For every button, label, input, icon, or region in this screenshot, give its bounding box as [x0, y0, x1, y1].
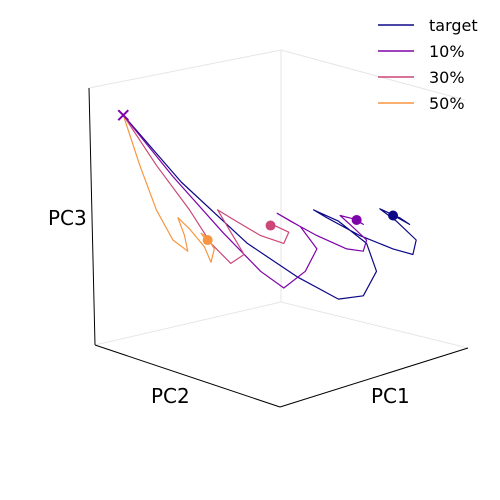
- pane-edge-floor-left: [95, 302, 281, 345]
- series-1: [123, 115, 366, 288]
- legend-label-1: 10%: [429, 42, 465, 61]
- series-3: [123, 115, 214, 262]
- start-x-marker: [118, 110, 128, 120]
- series-end-dot-0: [388, 211, 398, 221]
- series-line-1: [123, 115, 366, 288]
- axes: [89, 88, 468, 407]
- series-end-dot-3: [203, 235, 213, 245]
- x-axis-title: PC1: [371, 384, 410, 408]
- pane-edges: [89, 50, 468, 348]
- pane-edge-top-left: [89, 50, 281, 88]
- legend-label-2: 30%: [429, 68, 465, 87]
- series-line-3: [123, 115, 214, 262]
- series-layer: [118, 110, 416, 299]
- series-line-0: [123, 115, 416, 299]
- series-end-dot-2: [266, 221, 276, 231]
- y-axis-title: PC2: [151, 384, 190, 408]
- z-axis-line: [89, 88, 95, 345]
- series-end-dot-1: [352, 215, 362, 225]
- pane-edge-floor-right: [281, 302, 468, 348]
- legend: target 10% 30% 50%: [378, 16, 478, 113]
- series-0: [123, 115, 416, 299]
- z-axis-title: PC3: [48, 206, 87, 230]
- legend-label-0: target: [429, 16, 478, 35]
- legend-label-3: 50%: [429, 94, 465, 113]
